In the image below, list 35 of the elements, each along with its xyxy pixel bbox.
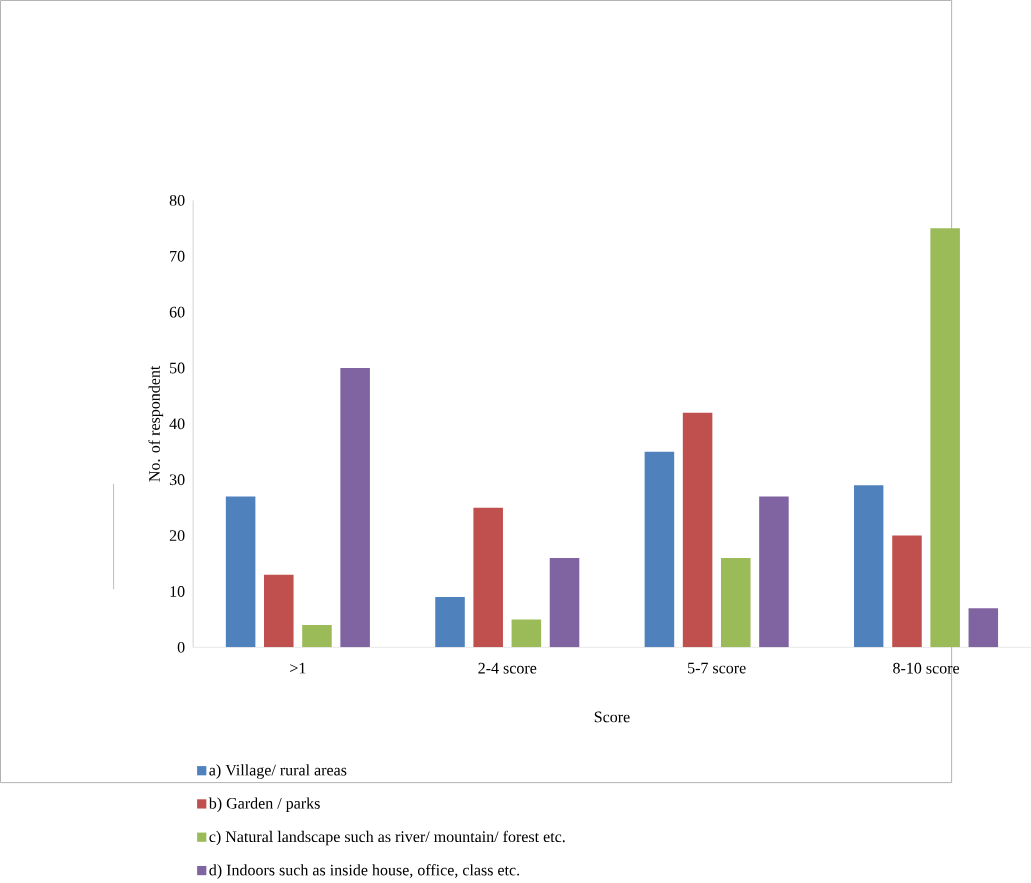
bar [511,619,542,648]
x-tick-label: >1 [290,662,306,674]
bar [892,535,922,648]
bar [435,597,465,648]
legend-label: c) Natural landscape such as river/ mountain/ forest etc. [209,830,565,846]
bar [968,608,999,648]
y-tick-label: 20 [169,530,185,542]
x-axis-title: Score [594,711,630,723]
y-tick-label: 70 [170,251,185,262]
bar [854,485,884,648]
legend-label: a) Village/ rural areas [209,764,347,779]
bar [549,558,580,648]
bar [302,625,332,648]
legend-label: b) Garden / parks [208,797,320,813]
bar [225,496,256,648]
y-tick-label: 80 [169,195,185,206]
x-tick-label: 2-4 score [478,662,537,674]
bar [682,412,713,648]
y-tick-label: 60 [169,306,185,318]
bar [264,574,294,648]
y-tick-label: 40 [169,418,185,430]
legend-label: d) Indoors such as inside house, office, class etc. [209,864,520,879]
bar [644,451,675,648]
bar [720,558,751,648]
y-tick-label: 10 [170,586,185,598]
y-tick-label: 0 [177,642,185,653]
bar [759,496,789,648]
y-tick-label: 50 [170,362,185,374]
bar [340,368,370,648]
y-axis-title: No. of respondent [148,365,164,482]
x-tick-label: 8-10 score [893,662,960,674]
bar [473,507,503,648]
y-tick-label: 30 [169,474,185,486]
x-tick-label: 5-7 score [688,662,746,674]
bar [930,228,960,648]
